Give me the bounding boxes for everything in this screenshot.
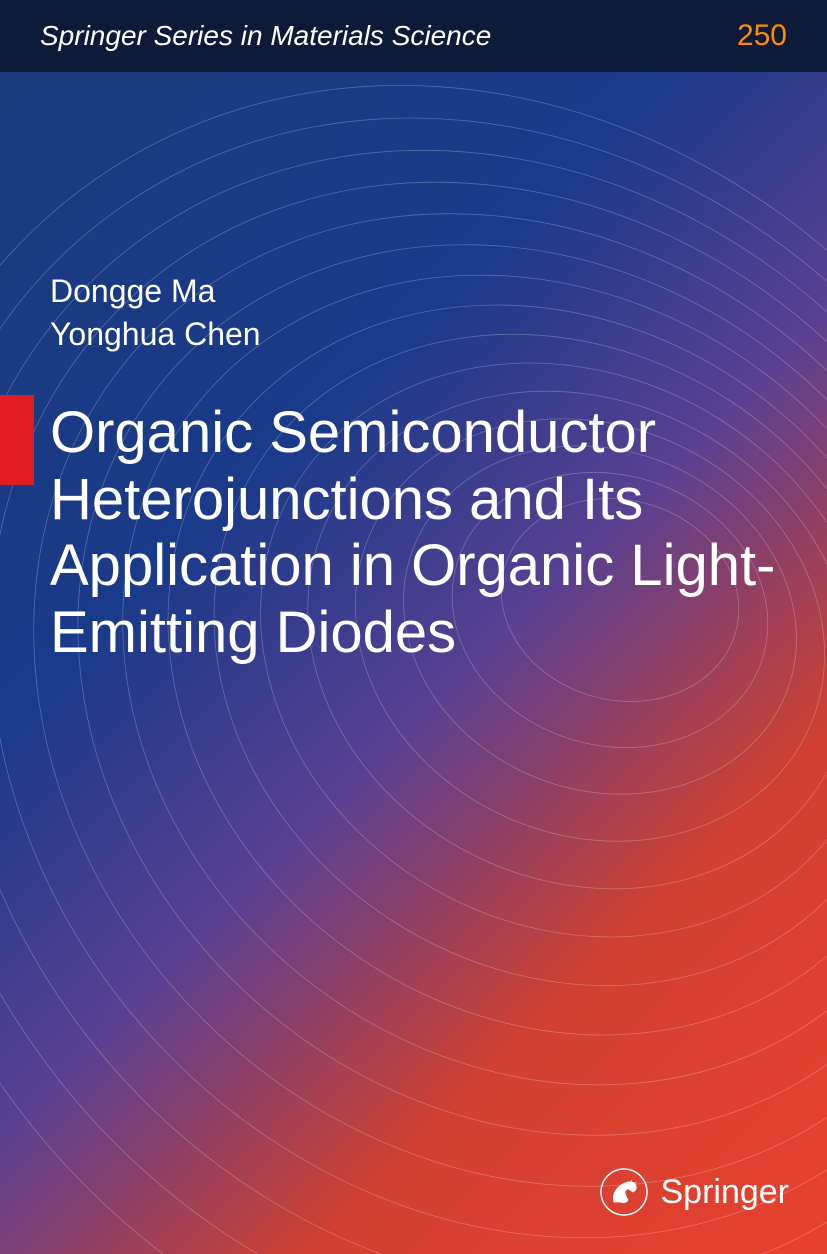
publisher-name: Springer [660, 1173, 789, 1212]
author-2: Yonghua Chen [50, 313, 261, 356]
springer-horse-icon [600, 1168, 648, 1216]
authors-block: Dongge Ma Yonghua Chen [50, 270, 261, 356]
publisher-block: Springer [600, 1168, 789, 1216]
book-title: Organic Semiconductor Heterojunctions an… [50, 400, 787, 667]
series-header-bar: Springer Series in Materials Science 250 [0, 0, 827, 72]
series-name: Springer Series in Materials Science [40, 20, 737, 52]
author-1: Dongge Ma [50, 270, 261, 313]
book-cover: Springer Series in Materials Science 250… [0, 0, 827, 1254]
volume-number: 250 [737, 19, 787, 53]
red-accent-bar [0, 395, 34, 485]
